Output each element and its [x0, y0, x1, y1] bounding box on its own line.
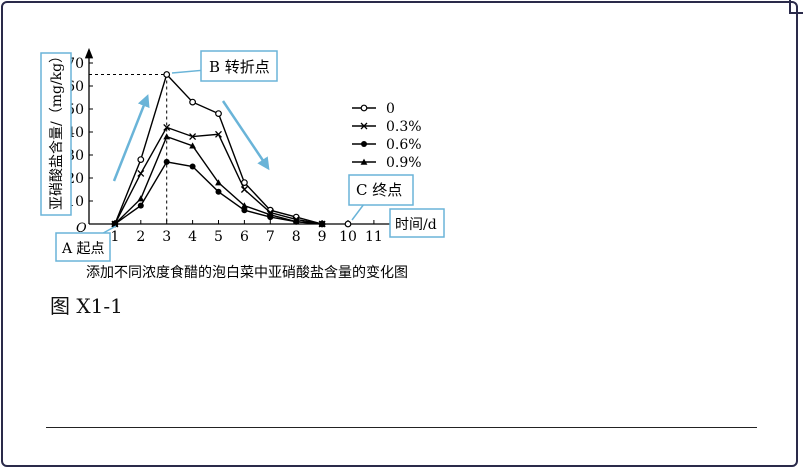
x-tick-label: 10: [339, 229, 357, 245]
x-tick-label: 11: [365, 229, 383, 245]
x-tick-label: 7: [266, 229, 275, 245]
data-point: [137, 169, 145, 177]
legend: 0 0.3% 0.6% 0.9%: [352, 101, 422, 171]
data-point: [292, 218, 300, 225]
legend-marker: [361, 141, 367, 147]
x-ticks: 1 2 3 4 5 6 7 8 9 10 11: [110, 220, 383, 245]
data-point: [163, 123, 171, 131]
legend-label: 0.6%: [386, 137, 422, 153]
legend-marker: [360, 122, 368, 130]
legend-label: 0.3%: [386, 119, 422, 135]
data-point: [137, 156, 145, 164]
origin-label: O: [76, 221, 87, 236]
x-tick-label: 1: [110, 229, 119, 245]
data-point: [163, 158, 170, 165]
data-point: [189, 163, 196, 170]
x-tick-label: 3: [162, 229, 171, 245]
data-point: [189, 133, 197, 141]
x-tick-label: 8: [292, 229, 301, 245]
figure-label: 图 X1-1: [50, 294, 123, 318]
callout-a-text: A 起点: [61, 241, 105, 257]
chart-title: 添加不同浓度食醋的泡白菜中亚硝酸盐含量的变化图: [86, 264, 408, 281]
x-tick-label: 9: [318, 229, 327, 245]
callout-b: B 转折点: [171, 50, 278, 82]
data-point: [111, 220, 119, 227]
data-point: [137, 195, 145, 202]
data-point-end: [344, 220, 352, 228]
y-axis-label: 亚硝酸盐含量/（mg/kg）: [49, 49, 65, 210]
data-point: [189, 142, 196, 149]
legend-marker: [360, 158, 368, 165]
page-frame: [1, 1, 798, 467]
fall-arrow: [221, 100, 270, 171]
y-axis-label-box: [40, 52, 72, 216]
peak-guides: [89, 74, 168, 224]
data-point: [215, 188, 222, 195]
data-point: [266, 211, 274, 218]
x-tick-label: 5: [214, 229, 223, 245]
x-axis-label: 时间/d: [395, 217, 437, 233]
data-point: [240, 186, 248, 193]
bottom-divider: [46, 427, 757, 428]
callout-c: C 终点: [348, 174, 414, 221]
data-point: [215, 179, 222, 186]
data-point: [241, 202, 248, 209]
x-tick-label: 4: [188, 229, 197, 245]
data-point: [163, 71, 171, 78]
data-point: [215, 130, 222, 138]
data-point: [189, 98, 197, 106]
series-line-1: [114, 73, 323, 225]
callout-a: A 起点: [55, 225, 117, 262]
legend-marker: [360, 104, 368, 112]
x-axis-label-box: [389, 208, 445, 238]
legend-label: 0.9%: [386, 155, 422, 171]
data-point: [318, 220, 326, 227]
data-point: [241, 207, 248, 214]
series-layer: [111, 71, 352, 228]
page-corner: [789, 0, 803, 14]
callout-c-text: C 终点: [356, 181, 402, 199]
data-point: [215, 110, 222, 117]
data-point: [137, 202, 144, 209]
legend-label: 0: [386, 101, 395, 117]
callout-b-text: B 转折点: [209, 58, 270, 76]
data-point: [163, 133, 171, 140]
x-tick-label: 6: [240, 229, 249, 245]
x-tick-label: 2: [136, 229, 145, 245]
rise-arrow: [112, 94, 150, 182]
